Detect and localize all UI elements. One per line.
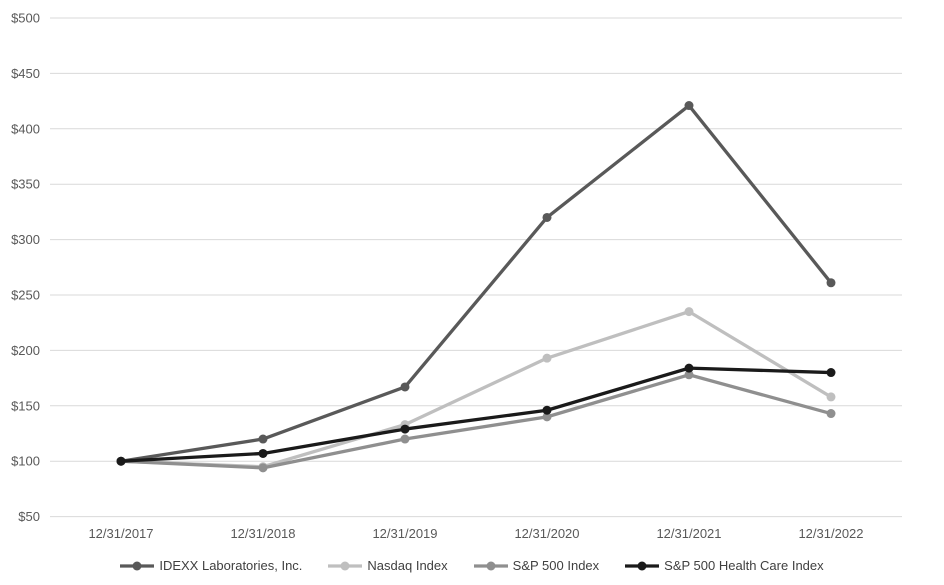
legend-label: IDEXX Laboratories, Inc. <box>159 558 303 573</box>
x-axis-category-label: 12/31/2022 <box>798 526 863 541</box>
data-point-idexx-laboratories-inc <box>400 382 410 392</box>
data-point-s-p-500-health-care-index <box>116 456 126 466</box>
data-point-s-p-500-index <box>684 370 694 380</box>
y-axis-tick-label: $500 <box>11 11 40 26</box>
data-point-s-p-500-health-care-index <box>542 405 552 415</box>
x-axis-category-label: 12/31/2019 <box>372 526 437 541</box>
data-point-s-p-500-index <box>542 412 552 422</box>
data-point-idexx-laboratories-inc <box>542 212 552 222</box>
legend-label: S&P 500 Index <box>512 558 600 573</box>
legend-item-s-p-500-index: S&P 500 Index <box>473 558 600 573</box>
series-line-s-p-500-health-care-index <box>120 366 832 463</box>
y-axis-tick-label: $450 <box>11 66 40 81</box>
y-axis-tick-label: $100 <box>11 454 40 469</box>
x-axis-category-label: 12/31/2020 <box>514 526 579 541</box>
x-axis-category-label: 12/31/2017 <box>88 526 153 541</box>
series-line-s-p-500-index <box>120 373 832 470</box>
data-point-s-p-500-health-care-index <box>684 363 694 373</box>
x-axis-category-label: 12/31/2018 <box>230 526 295 541</box>
legend-marker-icon <box>625 561 660 570</box>
data-point-s-p-500-index <box>400 434 410 444</box>
legend-item-s-p-500-health-care-index: S&P 500 Health Care Index <box>625 558 824 573</box>
legend-label: S&P 500 Health Care Index <box>664 558 824 573</box>
data-point-s-p-500-index <box>826 409 836 419</box>
y-axis-tick-label: $400 <box>11 121 40 136</box>
y-axis-tick-label: $50 <box>18 509 40 524</box>
y-axis-tick-label: $350 <box>11 177 40 192</box>
chart-legend: IDEXX Laboratories, Inc. Nasdaq Index S&P … <box>0 558 944 573</box>
y-axis-tick-label: $200 <box>11 343 40 358</box>
data-point-s-p-500-index <box>258 463 268 473</box>
x-axis-category-label: 12/31/2021 <box>656 526 721 541</box>
legend-marker-icon <box>473 561 508 570</box>
y-axis-tick-label: $150 <box>11 398 40 413</box>
legend-marker-icon <box>328 561 363 570</box>
data-point-nasdaq-index <box>826 392 836 402</box>
y-axis-tick-label: $300 <box>11 232 40 247</box>
data-point-idexx-laboratories-inc <box>258 434 268 444</box>
legend-marker-icon <box>120 561 155 570</box>
y-axis-tick-label: $250 <box>11 288 40 303</box>
chart-plot-area: $50 $100 $150 $200 $250 $300 $350 $400 $450 $500 1… <box>11 11 902 541</box>
legend-label: Nasdaq Index <box>367 558 448 573</box>
data-point-idexx-laboratories-inc <box>826 278 836 288</box>
data-point-idexx-laboratories-inc <box>684 101 694 111</box>
data-point-s-p-500-health-care-index <box>400 424 410 434</box>
data-point-nasdaq-index <box>542 353 552 363</box>
data-point-nasdaq-index <box>684 307 694 317</box>
data-point-s-p-500-health-care-index <box>826 368 836 378</box>
legend-item-idexx-laboratories-inc: IDEXX Laboratories, Inc. <box>120 558 302 573</box>
legend-item-nasdaq-index: Nasdaq Index <box>328 558 448 573</box>
series-line-idexx-laboratories-inc <box>120 103 833 463</box>
data-point-s-p-500-health-care-index <box>258 448 268 458</box>
